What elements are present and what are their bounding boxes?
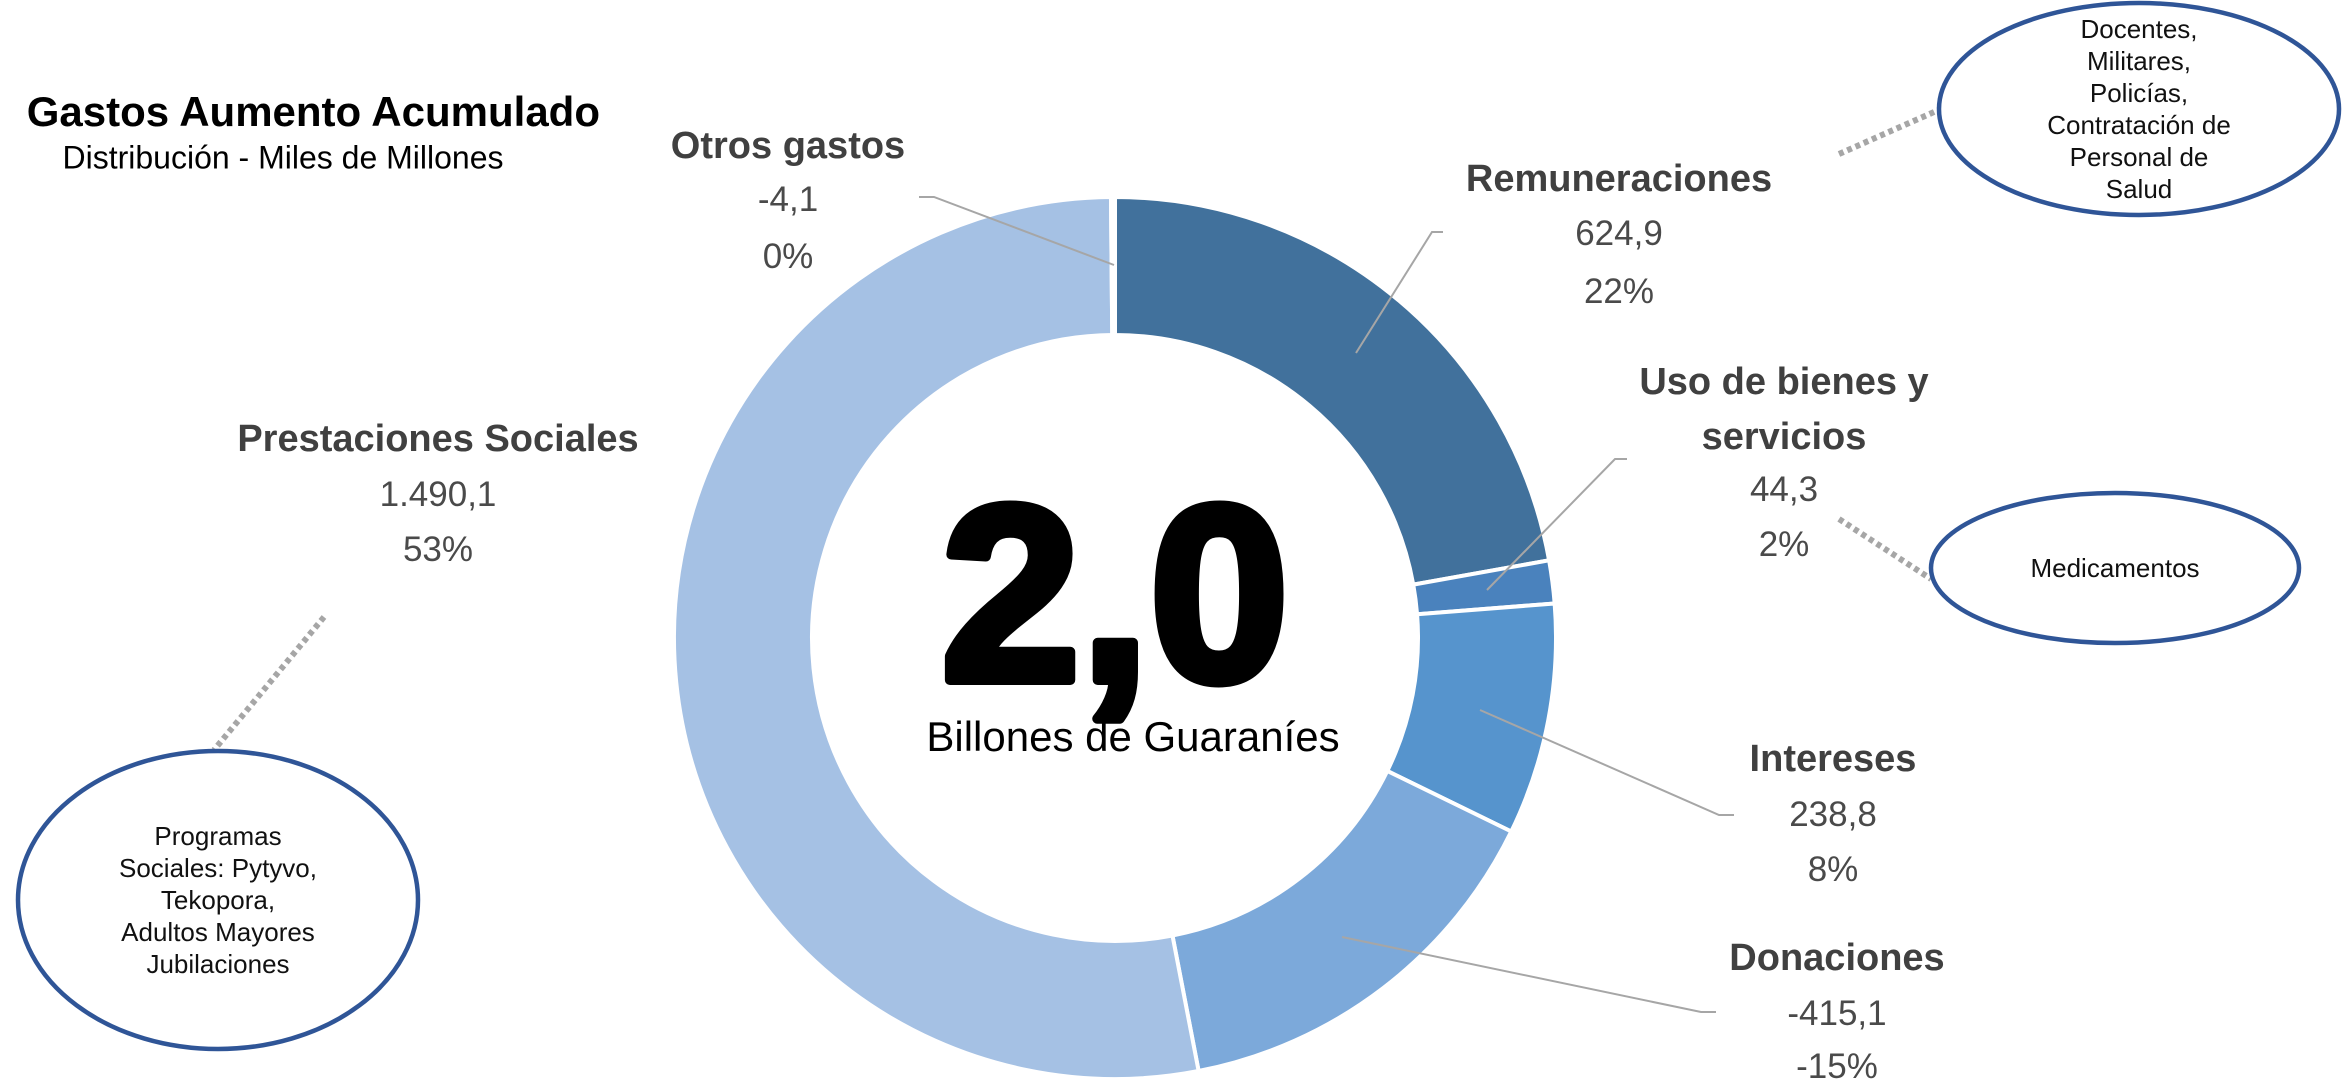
leader-lines <box>919 196 1734 1013</box>
leader-line <box>1479 709 1734 816</box>
connector <box>1837 516 1933 582</box>
category-label: Otros gastos <box>670 125 906 167</box>
percent-label: 0% <box>762 237 814 276</box>
leader-line <box>919 196 1115 266</box>
slice <box>1170 768 1514 1074</box>
annotation-ellipse <box>1928 490 2302 646</box>
category-label: Prestaciones Sociales <box>237 418 639 460</box>
annotation-text: Programas Sociales: Pytyvo, Tekopora, Ad… <box>119 821 317 979</box>
annotation-ellipse <box>1936 0 2342 218</box>
percent-label: 8% <box>1807 850 1859 889</box>
percent-label: 22% <box>1583 272 1655 311</box>
annotation-ellipse <box>15 748 421 1052</box>
chart-subtitle: Distribución - Miles de Millones <box>62 139 503 175</box>
value-label: -4,1 <box>757 180 819 219</box>
category-label: Remuneraciones <box>1465 158 1773 200</box>
connector <box>1837 105 1945 157</box>
annotation-shapes <box>15 0 2342 1052</box>
value-label: 44,3 <box>1749 470 1819 509</box>
annotation-text: Medicamentos <box>2030 553 2200 583</box>
slice <box>672 194 1201 1081</box>
value-label: -415,1 <box>1787 994 1887 1033</box>
connector <box>211 615 327 752</box>
donut <box>672 194 1559 1081</box>
percent-label: 2% <box>1758 525 1810 564</box>
value-label: 624,9 <box>1575 214 1663 253</box>
leader-line <box>1341 936 1716 1013</box>
percent-label: -15% <box>1796 1047 1878 1086</box>
annotation-text: Docentes, Militares, Policías, Contratac… <box>2047 14 2231 204</box>
leader-line <box>1486 458 1627 591</box>
leader-line <box>1355 231 1443 354</box>
center-value: 2,0 <box>941 454 1289 733</box>
value-label: 238,8 <box>1789 795 1877 834</box>
category-label: Intereses <box>1749 738 1917 780</box>
chart-title: Gastos Aumento Acumulado <box>27 88 600 135</box>
percent-label: 53% <box>402 530 474 569</box>
value-label: 1.490,1 <box>379 475 497 514</box>
connectors <box>211 105 1945 752</box>
category-label: Uso de bienes y servicios <box>1639 361 1929 458</box>
category-label: Donaciones <box>1729 937 1945 979</box>
center-label: Billones de Guaraníes <box>926 713 1339 760</box>
slice <box>1113 194 1552 587</box>
slice <box>1108 194 1117 338</box>
